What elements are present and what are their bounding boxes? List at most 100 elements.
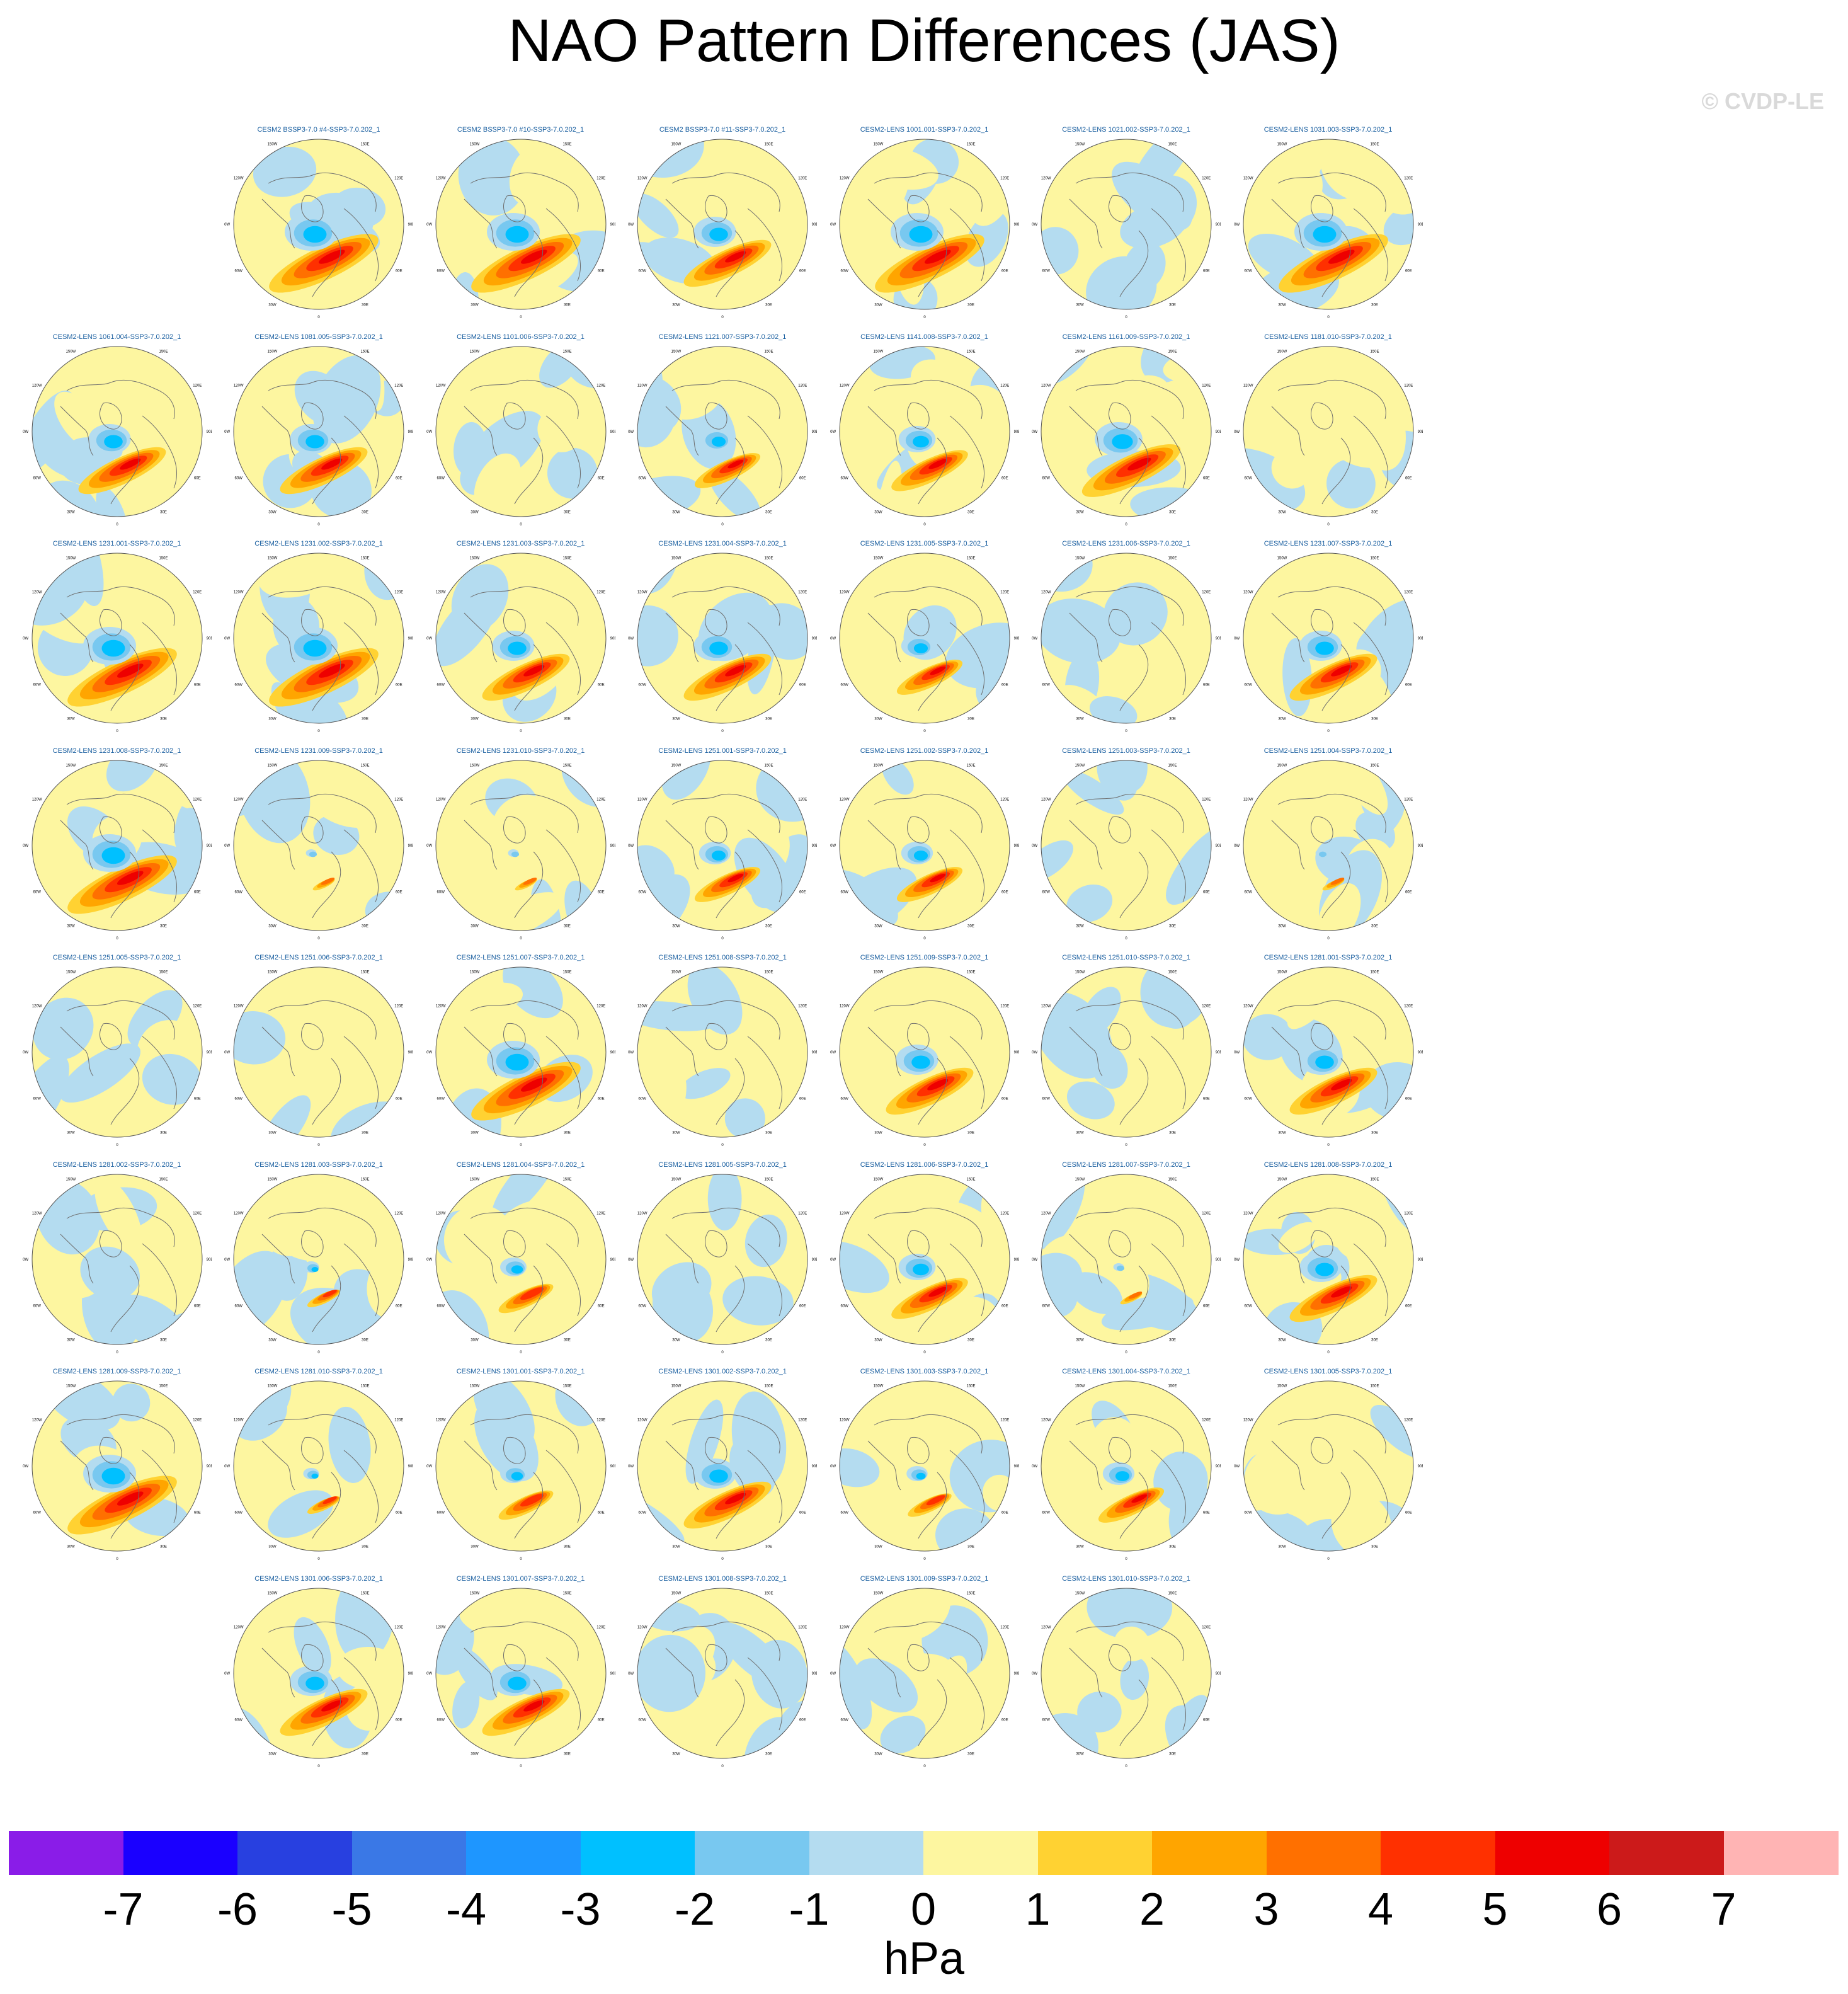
longitude-label: 90W [224, 223, 231, 227]
longitude-label: 30W [268, 1752, 277, 1756]
panel-title: CESM2-LENS 1141.008-SSP3-7.0.202_1 [860, 333, 988, 341]
longitude-label: 0 [721, 316, 724, 319]
longitude-label: 150E [764, 557, 773, 561]
longitude-label: 120E [596, 1005, 605, 1009]
longitude-label: 0 [520, 1143, 522, 1147]
longitude-label: 90W [23, 844, 29, 848]
longitude-label: 120E [1202, 1005, 1211, 1009]
longitude-label: 60W [33, 890, 41, 894]
longitude-label: 60W [1042, 1304, 1051, 1308]
longitude-label: 90E [408, 223, 413, 227]
map-panel: CESM2 BSSP3-7.0 #10-SSP3-7.0.202_1180150… [426, 126, 615, 321]
colorbar-ticks: -7 -6 -5 -4 -3 -2 -1 0 1 2 3 4 5 6 7 [0, 1884, 1848, 1935]
longitude-label: 60W [235, 270, 243, 273]
longitude-label: 120E [798, 591, 807, 595]
longitude-label: 60W [1244, 1511, 1252, 1515]
longitude-label: 30E [765, 1752, 772, 1756]
longitude-label: 30E [1169, 924, 1176, 928]
longitude-label: 30E [1371, 510, 1378, 514]
map-panel: CESM2-LENS 1281.010-SSP3-7.0.202_1180150… [224, 1368, 413, 1563]
longitude-label: 150W [1277, 764, 1287, 767]
longitude-label: 120E [1404, 798, 1413, 801]
longitude-label: 120E [596, 798, 605, 801]
panel-title: CESM2-LENS 1061.004-SSP3-7.0.202_1 [52, 333, 181, 341]
longitude-label: 0 [923, 1143, 926, 1147]
polar-map: 180150E120E90E60E30E030W60W90W120W150W [628, 966, 817, 1147]
longitude-label: 90W [628, 637, 634, 641]
panel-title: CESM2-LENS 1281.004-SSP3-7.0.202_1 [456, 1160, 585, 1169]
longitude-label: 60W [1042, 1718, 1051, 1722]
longitude-label: 120W [637, 798, 647, 801]
longitude-label: 150E [1168, 764, 1177, 767]
longitude-label: 30W [268, 303, 277, 307]
longitude-label: 150W [469, 1177, 479, 1181]
longitude-label: 150E [966, 1177, 975, 1181]
longitude-label: 60W [235, 1304, 243, 1308]
longitude-label: 150E [159, 1385, 168, 1389]
longitude-label: 150E [764, 971, 773, 975]
longitude-label: 90E [1013, 1258, 1018, 1262]
longitude-label: 60E [799, 1097, 806, 1101]
longitude-label: 90E [812, 1051, 817, 1055]
polar-map: 180150E120E90E60E30E030W60W90W120W150W [426, 1174, 615, 1354]
longitude-label: 150E [1168, 1385, 1177, 1389]
panel-title: CESM2-LENS 1251.005-SSP3-7.0.202_1 [52, 954, 181, 961]
longitude-label: 0 [116, 1351, 118, 1354]
panel-title: CESM2-LENS 1281.002-SSP3-7.0.202_1 [52, 1160, 181, 1169]
map-panel: CESM2-LENS 1231.004-SSP3-7.0.202_1180150… [628, 540, 817, 735]
longitude-label: 120E [798, 1419, 807, 1423]
longitude-label: 90W [426, 1051, 433, 1055]
longitude-label: 120W [435, 1212, 445, 1215]
colorbar-tick-label: -6 [217, 1884, 258, 1935]
longitude-label: 120E [798, 1625, 807, 1629]
panel-title: CESM2-LENS 1281.003-SSP3-7.0.202_1 [254, 1160, 383, 1169]
panel-title: CESM2-LENS 1231.007-SSP3-7.0.202_1 [1263, 540, 1393, 547]
colorbar-swatch [123, 1831, 238, 1875]
polar-map: 180150E120E90E60E30E030W60W90W120W150W [830, 1174, 1019, 1354]
longitude-label: 0 [520, 730, 522, 733]
longitude-label: 60E [1405, 890, 1412, 894]
longitude-label: 60W [33, 1511, 41, 1515]
longitude-label: 0 [923, 1557, 926, 1561]
longitude-label: 150W [469, 557, 479, 561]
map-panel: CESM2-LENS 1061.004-SSP3-7.0.202_1180150… [23, 333, 212, 529]
longitude-label: 90E [1417, 637, 1422, 641]
longitude-label: 90W [224, 844, 231, 848]
colorbar-swatch [1381, 1831, 1495, 1875]
longitude-label: 60W [639, 890, 647, 894]
longitude-label: 90E [610, 430, 615, 434]
longitude-label: 120E [1000, 1005, 1009, 1009]
longitude-label: 150E [562, 764, 571, 767]
longitude-label: 90E [408, 430, 413, 434]
longitude-label: 0 [520, 937, 522, 940]
polar-map: 180150E120E90E60E30E030W60W90W120W150W [830, 1380, 1019, 1561]
longitude-label: 150W [671, 1177, 682, 1181]
map-panel: CESM2-LENS 1181.010-SSP3-7.0.202_1180150… [1234, 333, 1423, 529]
panel-title: CESM2-LENS 1231.006-SSP3-7.0.202_1 [1062, 540, 1190, 547]
longitude-label: 30W [1278, 1131, 1286, 1135]
colorbar-tick-label: 4 [1367, 1884, 1394, 1935]
longitude-label: 60E [799, 270, 806, 273]
longitude-label: 120W [839, 1005, 849, 1009]
longitude-label: 90E [1417, 844, 1422, 848]
longitude-label: 150W [66, 557, 76, 561]
longitude-label: 30W [471, 510, 479, 514]
longitude-label: 150E [562, 350, 571, 353]
map-panel: CESM2-LENS 1251.003-SSP3-7.0.202_1180150… [1032, 747, 1221, 943]
longitude-label: 60E [1203, 476, 1210, 480]
longitude-label: 30E [765, 303, 772, 307]
longitude-label: 90E [1216, 223, 1221, 227]
longitude-label: 120W [234, 1419, 244, 1423]
longitude-label: 90E [610, 1051, 615, 1055]
panel-title: CESM2-LENS 1301.005-SSP3-7.0.202_1 [1263, 1368, 1393, 1375]
longitude-label: 0 [116, 523, 118, 526]
longitude-label: 0 [1125, 1557, 1127, 1561]
longitude-label: 90E [610, 1672, 615, 1676]
longitude-label: 120W [435, 591, 445, 595]
longitude-label: 60E [1001, 1097, 1008, 1101]
map-panel: CESM2-LENS 1101.006-SSP3-7.0.202_1180150… [426, 333, 615, 529]
longitude-label: 30W [67, 1338, 75, 1342]
longitude-label: 150E [562, 971, 571, 975]
longitude-label: 30E [362, 1545, 368, 1549]
longitude-label: 30W [268, 717, 277, 721]
